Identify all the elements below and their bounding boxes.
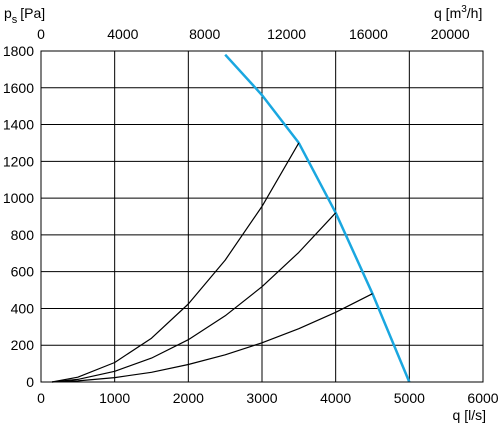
y-axis-label: ps [Pa] [4,5,45,26]
x-tick-label: 0 [37,390,45,406]
x-axis-label: q [l/s] [453,407,486,423]
y-tick-label: 0 [26,374,34,390]
y-tick-label: 400 [11,300,35,316]
curves [51,53,411,383]
y-tick-label: 800 [11,227,35,243]
x2-tick-label: 16000 [349,26,388,42]
x2-tick-label: 0 [37,26,45,42]
grid [40,50,484,383]
x-tick-label: 3000 [246,390,277,406]
system-curve-1 [51,142,300,383]
y-tick-label: 1800 [3,43,34,59]
y-tick-label: 1600 [3,80,34,96]
y-tick-label: 1200 [3,153,34,169]
x2-axis-label: q [m3/h] [434,4,482,21]
x2-tick-labels: 0 4000 8000 12000 16000 20000 [37,26,470,42]
x-tick-label: 4000 [320,390,351,406]
x-tick-label: 5000 [394,390,425,406]
fan-curve [224,53,411,383]
x2-tick-label: 20000 [431,26,470,42]
x-tick-label: 1000 [99,390,130,406]
y-tick-label: 1400 [3,117,34,133]
y-tick-label: 200 [11,337,35,353]
plot-frame [40,50,484,383]
y-tick-label: 600 [11,264,35,280]
x2-tick-label: 8000 [189,26,220,42]
system-curve-2 [51,212,337,383]
x2-tick-label: 12000 [267,26,306,42]
x-tick-labels: 0 1000 2000 3000 4000 5000 6000 [37,390,499,406]
x-tick-label: 2000 [173,390,204,406]
y-tick-labels: 0 200 400 600 800 1000 1200 1400 1600 1800 [3,43,34,390]
x2-tick-label: 4000 [107,26,138,42]
system-curve-3 [51,293,373,383]
x-tick-label: 6000 [467,390,498,406]
y-tick-label: 1000 [3,190,34,206]
